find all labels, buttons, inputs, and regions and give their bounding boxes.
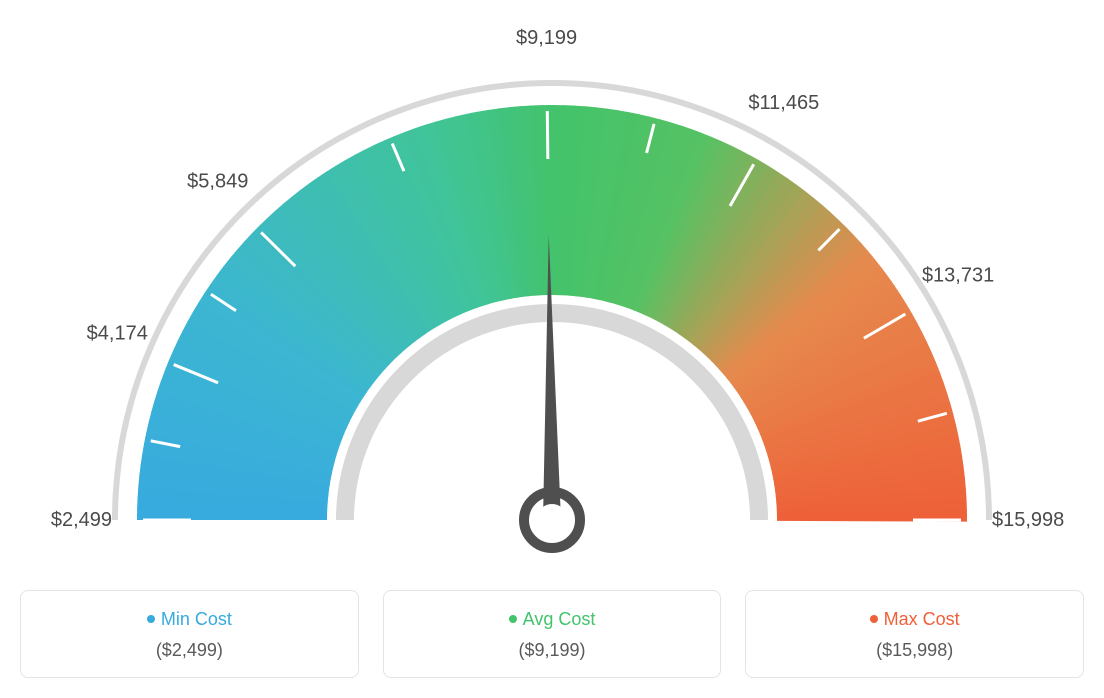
- legend-label-min: Min Cost: [161, 609, 232, 629]
- legend-card-max: Max Cost ($15,998): [745, 590, 1084, 678]
- legend-title-max: Max Cost: [756, 609, 1073, 630]
- gauge-tick-label: $2,499: [51, 509, 112, 531]
- gauge-tick-label: $5,849: [187, 171, 248, 193]
- legend-dot-max: [870, 615, 878, 623]
- legend-value-avg: ($9,199): [394, 640, 711, 661]
- gauge-tick-label: $13,731: [922, 264, 994, 286]
- legend-title-avg: Avg Cost: [394, 609, 711, 630]
- legend-dot-avg: [509, 615, 517, 623]
- gauge-svg-container: $2,499 $4,174 $5,849 $9,199 $11,465 $13,731 $1…: [20, 20, 1084, 560]
- legend-label-max: Max Cost: [884, 609, 960, 629]
- legend-value-max: ($15,998): [756, 640, 1073, 661]
- legend-row: Min Cost ($2,499) Avg Cost ($9,199) Max …: [20, 590, 1084, 678]
- legend-value-min: ($2,499): [31, 640, 348, 661]
- legend-card-min: Min Cost ($2,499): [20, 590, 359, 678]
- gauge-tick-label: $11,465: [748, 92, 819, 114]
- cost-gauge-chart: $2,499 $4,174 $5,849 $9,199 $11,465 $13,731 $1…: [20, 20, 1084, 678]
- legend-card-avg: Avg Cost ($9,199): [383, 590, 722, 678]
- gauge-svg: $2,499 $4,174 $5,849 $9,199 $11,465 $13,731 $1…: [20, 20, 1084, 560]
- gauge-tick-label: $4,174: [87, 322, 148, 344]
- gauge-tick-label: $15,998: [992, 509, 1064, 531]
- legend-title-min: Min Cost: [31, 609, 348, 630]
- legend-dot-min: [147, 615, 155, 623]
- gauge-needle-hub-inner: [536, 504, 568, 536]
- legend-label-avg: Avg Cost: [523, 609, 596, 629]
- gauge-tick-label: $9,199: [516, 27, 577, 49]
